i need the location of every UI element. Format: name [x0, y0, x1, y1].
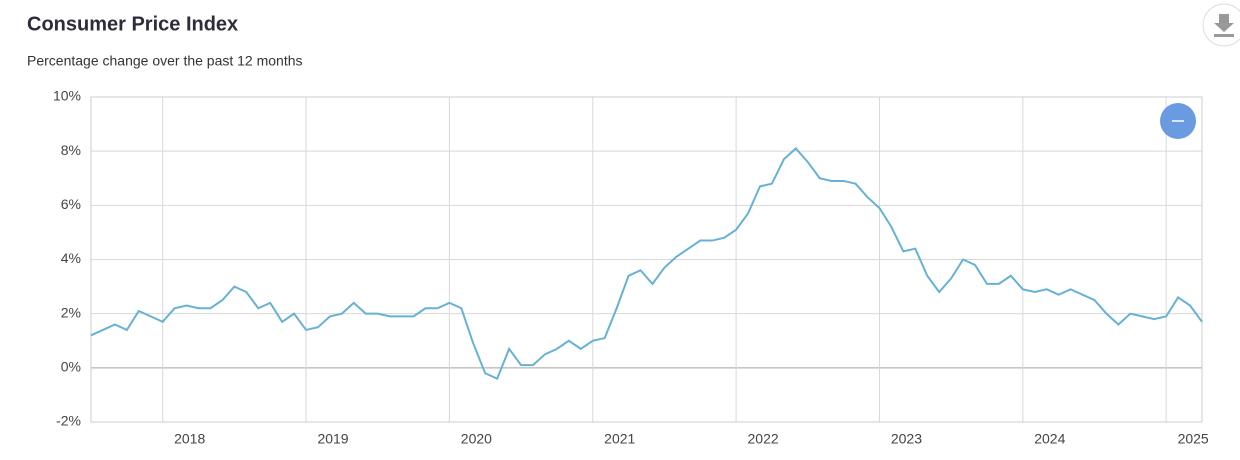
- x-tick-label: 2019: [317, 431, 348, 447]
- chart-title: Consumer Price Index: [27, 13, 238, 35]
- cpi-line: [90, 147, 1203, 381]
- download-button[interactable]: [1202, 3, 1240, 47]
- plot-border: [90, 96, 1203, 423]
- y-tick-label: 2%: [61, 304, 81, 320]
- x-tick-label: 2025: [1178, 431, 1209, 447]
- x-tick-label: 2024: [1034, 431, 1065, 447]
- download-base[interactable]: [1214, 34, 1234, 37]
- y-tick-label: 0%: [61, 359, 81, 375]
- download-arrow[interactable]: [1214, 14, 1234, 32]
- x-tick-label: 2018: [174, 431, 205, 447]
- y-tick-label: 4%: [61, 250, 81, 266]
- y-tick-label: 10%: [53, 88, 81, 104]
- x-tick-label: 2021: [604, 431, 635, 447]
- y-tick-label: 6%: [61, 196, 81, 212]
- x-tick-label: 2022: [748, 431, 779, 447]
- y-tick-label: 8%: [61, 142, 81, 158]
- x-tick-label: 2023: [891, 431, 922, 447]
- chart-subtitle: Percentage change over the past 12 month…: [27, 53, 303, 69]
- x-tick-label: 2020: [461, 431, 492, 447]
- collapse-button[interactable]: [1160, 103, 1196, 139]
- y-tick-label: -2%: [56, 413, 81, 429]
